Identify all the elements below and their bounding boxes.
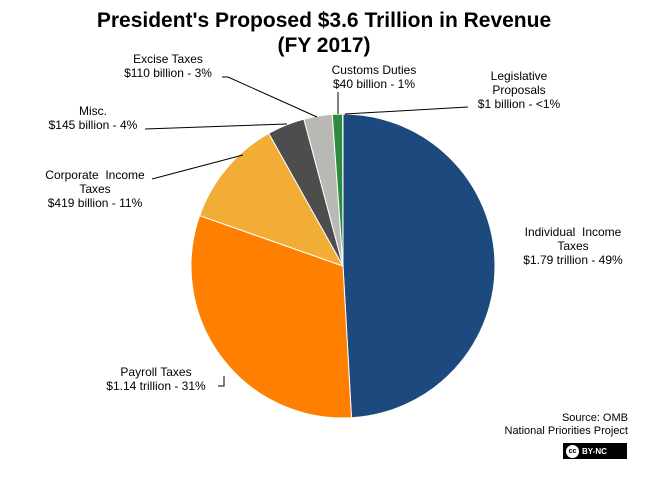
pie-slice-payroll-taxes[interactable] — [190, 214, 353, 419]
slice-label: Misc. $145 billion - 4% — [49, 104, 138, 132]
pie-slice-corporate-income-taxes[interactable] — [198, 132, 345, 267]
slice-label: Customs Duties $40 billion - 1% — [332, 63, 417, 91]
source-line: Source: OMB — [561, 412, 628, 424]
source-note: Source: OMB National Priorities Project — [505, 412, 629, 438]
license-label: BY-NC — [582, 446, 607, 456]
slice-label: Corporate Income Taxes $419 billion - 11% — [45, 168, 145, 210]
leader-line — [151, 154, 244, 180]
slice-label: Legislative Proposals $1 billion - <1% — [478, 69, 561, 111]
leader-line — [344, 106, 469, 115]
slice-label: Payroll Taxes $1.14 trillion - 31% — [106, 365, 206, 393]
leader-line — [218, 376, 225, 387]
leader-line — [222, 76, 318, 118]
slice-label: Individual Income Taxes $1.79 trillion - 4… — [523, 225, 623, 267]
chart-subtitle: (FY 2017) — [277, 34, 371, 57]
cc-license-badge[interactable]: cc BY-NC — [563, 443, 627, 459]
leader-line — [144, 123, 288, 130]
chart-title-main: President's Proposed $3.6 Trillion in Re… — [96, 9, 552, 32]
source-org: National Priorities Project — [504, 425, 629, 437]
creative-commons-icon: cc — [566, 444, 579, 458]
slice-label: Excise Taxes $110 billion - 3% — [124, 52, 212, 80]
chart-title: President's Proposed $3.6 Trillion in Re… — [0, 8, 648, 58]
pie-slice-individual-income-taxes[interactable] — [342, 113, 496, 419]
